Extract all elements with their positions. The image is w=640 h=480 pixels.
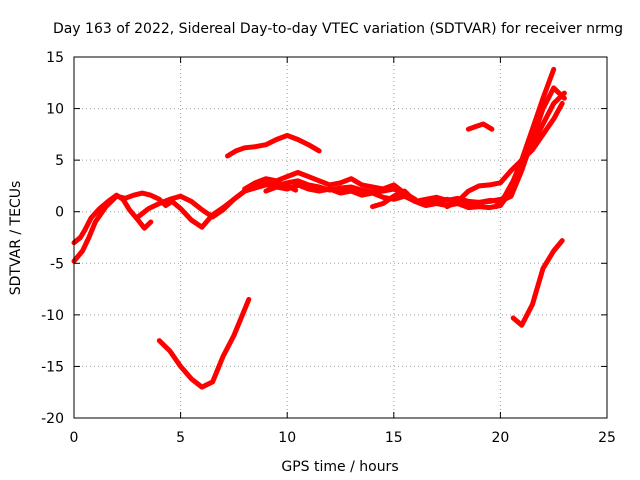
series-arc-4 (242, 170, 418, 202)
y-tick-label: 10 (46, 102, 64, 118)
series-arc-12 (156, 296, 252, 390)
series-arc-11 (465, 121, 495, 132)
x-tick-label: 25 (598, 430, 616, 446)
series-arc-8 (444, 90, 567, 210)
series-arc-13 (510, 238, 565, 328)
y-tick-label: 0 (55, 205, 64, 221)
series-arc-2 (71, 180, 299, 264)
x-tick-label: 0 (70, 430, 79, 446)
y-tick-label: -5 (50, 256, 64, 272)
x-tick-label: 5 (176, 430, 185, 446)
x-tick-label: 15 (385, 430, 403, 446)
x-axis-label: GPS time / hours (281, 459, 398, 475)
grid (74, 57, 607, 418)
x-tick-label: 10 (278, 430, 296, 446)
series-arc-3 (135, 178, 405, 220)
plot-area-border (73, 56, 608, 419)
x-tick-label: 20 (491, 430, 509, 446)
series-arc-9 (493, 100, 565, 210)
y-tick-label: 15 (46, 50, 64, 66)
y-tick-label: -10 (41, 308, 64, 324)
y-tick-label: -15 (41, 359, 64, 375)
chart-title: Day 163 of 2022, Sidereal Day-to-day VTE… (53, 21, 623, 37)
y-tick-label: -20 (41, 411, 64, 427)
axis-ticks: 0 5 10 15 20 25 -20 -15 -10 -5 0 5 10 15 (41, 50, 616, 446)
series-arc-10 (225, 132, 322, 159)
series-group (71, 66, 567, 390)
y-tick-label: 5 (55, 153, 64, 169)
y-axis-label: SDTVAR / TECUs (8, 181, 24, 296)
series-arc-7 (423, 85, 567, 206)
